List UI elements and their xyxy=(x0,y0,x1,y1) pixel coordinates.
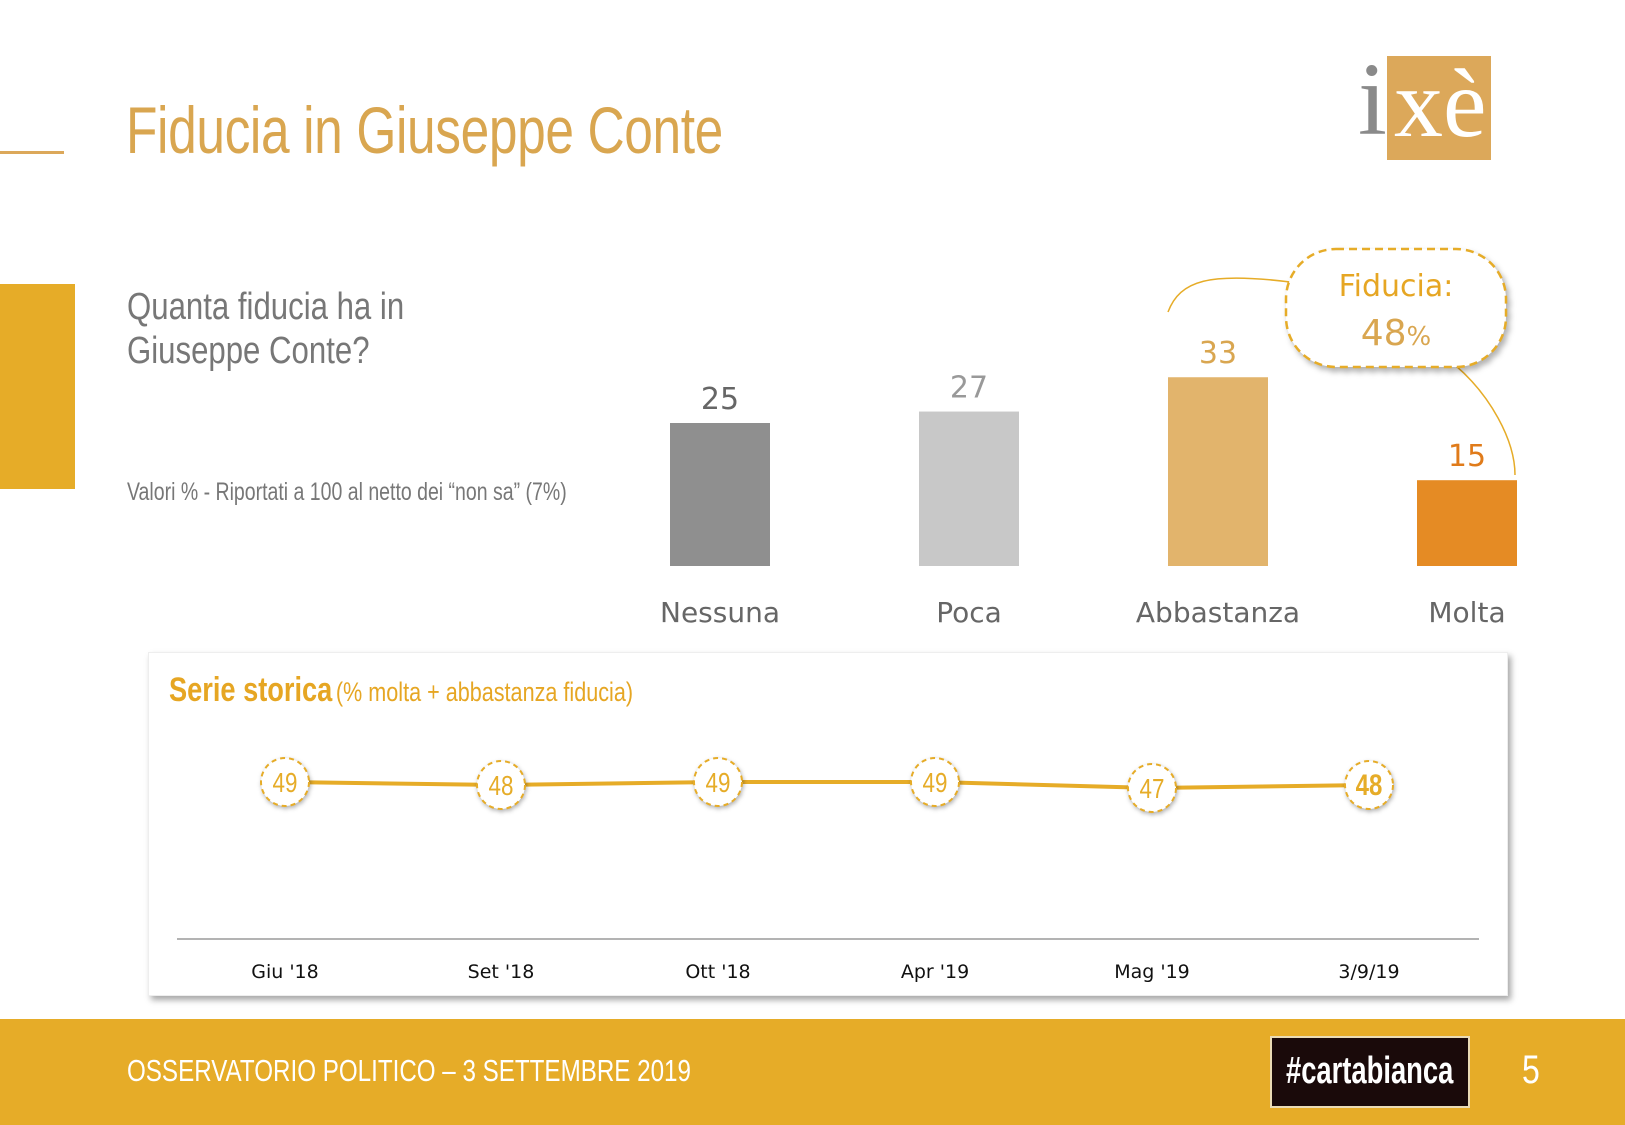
bar-value-label: 15 xyxy=(1448,439,1486,474)
bar-nessuna xyxy=(670,423,770,566)
cartabianca-badge: #cartabianca xyxy=(1270,1036,1470,1108)
x-tick-label: Ott '18 xyxy=(685,961,750,983)
bar-value-label: 27 xyxy=(950,371,988,406)
historical-series-panel: Serie storica (% molta + abbastanza fidu… xyxy=(148,652,1508,996)
category-label: Molta xyxy=(1428,596,1505,629)
badge-text: #cartabianca xyxy=(1286,1050,1454,1092)
category-label: Abbastanza xyxy=(1136,596,1300,629)
series-value-label: 48 xyxy=(1356,767,1383,801)
page-number: 5 xyxy=(1522,1048,1540,1092)
svg-text:xè: xè xyxy=(1394,52,1487,158)
series-value-label: 49 xyxy=(706,768,731,799)
category-label: Nessuna xyxy=(660,596,780,629)
bar-value-label: 25 xyxy=(701,382,739,417)
svg-text:i: i xyxy=(1358,52,1387,157)
callout-label: Fiducia: xyxy=(1339,269,1454,304)
callout-connector-right xyxy=(1454,364,1516,476)
bar-value-label: 33 xyxy=(1199,336,1237,371)
footer-text: OSSERVATORIO POLITICO – 3 SETTEMBRE 2019 xyxy=(127,1053,691,1088)
x-tick-label: Mag '19 xyxy=(1114,961,1190,983)
x-tick-label: 3/9/19 xyxy=(1338,961,1399,983)
series-value-label: 48 xyxy=(489,771,514,802)
bar-poca xyxy=(919,411,1019,566)
survey-question: Quanta fiducia ha in Giuseppe Conte? xyxy=(127,286,405,372)
x-tick-label: Apr '19 xyxy=(901,961,969,983)
series-point xyxy=(693,757,743,807)
series-point xyxy=(910,757,960,807)
title-accent-line xyxy=(0,151,64,154)
series-value-label: 49 xyxy=(273,768,298,799)
page-title: Fiducia in Giuseppe Conte xyxy=(126,93,723,167)
category-label: Poca xyxy=(936,596,1002,629)
series-title-main: Serie storica xyxy=(169,671,333,709)
series-line xyxy=(284,780,1370,791)
series-value-label: 49 xyxy=(923,768,948,799)
bar-chart: 25 Nessuna 27 Poca 33 Abbastanza 15 Molta Fiduc… xyxy=(660,247,1517,629)
x-tick-label: Giu '18 xyxy=(251,961,318,983)
bar-abbastanza xyxy=(1168,377,1268,566)
callout-bubble xyxy=(1284,247,1508,369)
ixe-logo: i xè xyxy=(1358,52,1491,160)
series-point xyxy=(1344,760,1394,810)
callout-value: 48% xyxy=(1361,313,1432,354)
line-chart: 49 Giu '18 48 Set '18 49 Ott '18 49 Apr '19 47 Ma… xyxy=(177,757,1479,983)
series-title-sub: (% molta + abbastanza fiducia) xyxy=(335,677,634,707)
series-point xyxy=(260,757,310,807)
values-note: Valori % - Riportati a 100 al netto dei … xyxy=(127,478,567,506)
x-tick-label: Set '18 xyxy=(468,961,535,983)
series-title: Serie storica (% molta + abbastanza fidu… xyxy=(169,671,633,710)
series-value-label: 47 xyxy=(1140,774,1165,805)
series-point xyxy=(476,760,526,810)
series-point xyxy=(1127,763,1177,813)
side-accent-block xyxy=(0,284,75,489)
bar-molta xyxy=(1417,480,1517,566)
callout-connector-left xyxy=(1167,277,1291,313)
